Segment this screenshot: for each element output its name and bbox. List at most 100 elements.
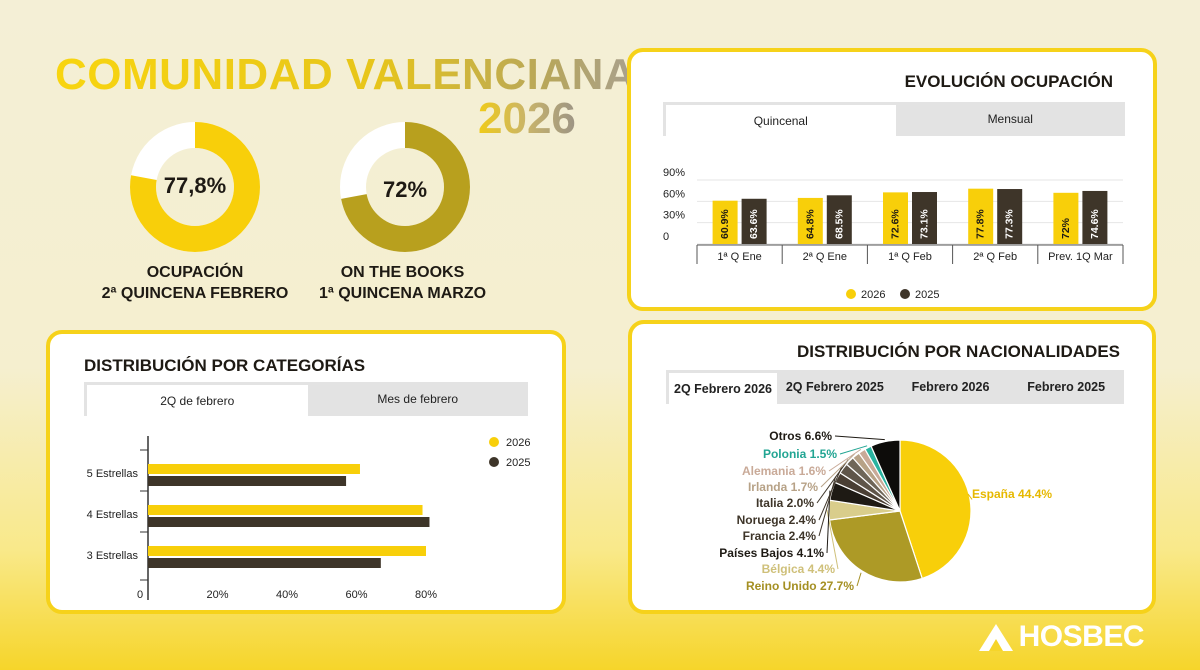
leader-line	[820, 453, 855, 488]
y-tick-label: 3 Estrellas	[87, 550, 139, 562]
x-tick-label: 1ª Q Feb	[888, 251, 932, 263]
slice-label: Otros 6.6%	[769, 429, 832, 443]
kpi-value-onthebooks: 72%	[382, 177, 428, 202]
pie-slice	[828, 510, 923, 583]
x-tick-label: 2ª Q Feb	[973, 251, 1017, 263]
tab-mes-febrero[interactable]: Mes de febrero	[377, 392, 459, 406]
data-label: 63.6%	[748, 209, 760, 239]
tab-febrero-2026[interactable]: Febrero 2026	[911, 380, 990, 394]
slice-label: Francia 2.4%	[743, 529, 817, 543]
leader-line	[856, 572, 862, 587]
bar-2025	[912, 192, 937, 244]
kpi-donut-arc	[130, 122, 260, 252]
bar-2026	[797, 197, 823, 244]
y-tick-label: 5 Estrellas	[87, 468, 139, 480]
bar-2025	[997, 189, 1023, 244]
leader-line	[967, 493, 973, 500]
bar-2025	[148, 517, 430, 527]
legend-label: 2026	[506, 437, 530, 449]
bar-2025	[741, 198, 767, 244]
categories-card: DISTRIBUCIÓN POR CATEGORÍAS 2Q de febrer…	[46, 330, 566, 614]
kpi-donut-onthebooks	[340, 122, 470, 252]
leader-line	[818, 467, 843, 521]
leader-line	[828, 448, 862, 472]
kpi-donut-arc	[340, 122, 470, 252]
slice-label: Italia 2.0%	[756, 496, 814, 510]
x-tick-label: 20%	[206, 589, 228, 601]
tab-febrero-2025[interactable]: Febrero 2025	[1027, 380, 1106, 394]
x-tick-label: 40%	[276, 589, 298, 601]
x-tick-label: 2ª Q Ene	[803, 251, 847, 263]
data-label: 77.3%	[1004, 209, 1016, 239]
tab-2q-febrero-2026[interactable]: 2Q Febrero 2026	[669, 373, 777, 404]
kpi-caption-line2: 1ª QUINCENA MARZO	[318, 285, 487, 302]
slice-label: Polonia 1.5%	[763, 447, 837, 461]
data-label: 60.9%	[719, 209, 731, 239]
data-label: 73.1%	[919, 209, 931, 239]
bar-2026	[712, 200, 738, 244]
bar-2025	[1082, 190, 1108, 244]
bar-2025	[826, 195, 852, 244]
nationalities-chart: España 44.4% Reino Unido 27.7% Bélgica 4.4…	[719, 429, 1052, 593]
data-label: 74.6%	[1089, 209, 1101, 239]
x-tick-label: 0	[137, 589, 143, 601]
occupancy-tabs: Quincenal Mensual	[663, 102, 1125, 136]
slice-label: España 44.4%	[972, 487, 1052, 501]
legend-marker-2025	[900, 289, 910, 299]
data-label: 72.6%	[890, 209, 902, 239]
tab-2q-febrero[interactable]: 2Q de febrero	[87, 385, 308, 416]
bar-2025	[148, 476, 347, 486]
kpi-value-occupancy: 77,8%	[163, 173, 227, 198]
tab-quincenal[interactable]: Quincenal	[666, 105, 896, 136]
leader-line	[826, 490, 831, 554]
legend-label: 2025	[506, 457, 530, 469]
kpi-caption-line1: OCUPACIÓN	[146, 264, 244, 281]
legend-label: 2025	[915, 289, 939, 301]
slice-label: Bélgica 4.4%	[762, 562, 836, 576]
slice-label: Noruega 2.4%	[737, 513, 817, 527]
bar-2026	[148, 546, 426, 556]
nationalities-card-title: DISTRIBUCIÓN POR NACIONALIDADES	[796, 342, 1120, 361]
tab-mensual[interactable]: Mensual	[987, 112, 1033, 126]
data-label: 72%	[1060, 217, 1072, 239]
mountain-logo-icon	[978, 624, 1013, 651]
kpi-caption-line2: 2ª QUINCENA FEBRERO	[101, 285, 289, 302]
slice-label: Países Bajos 4.1%	[719, 546, 824, 560]
leader-line	[834, 435, 885, 441]
kpi-caption-occupancy: OCUPACIÓN 2ª QUINCENA FEBRERO	[95, 262, 295, 304]
y-tick-label: 4 Estrellas	[87, 509, 139, 521]
hosbec-logo: HOSBEC	[977, 620, 1145, 654]
y-tick-label: 30%	[663, 210, 685, 222]
y-tick-label: 0	[663, 231, 669, 243]
categories-tabs: 2Q de febrero Mes de febrero	[84, 382, 528, 416]
brand-name: HOSBEC	[1018, 620, 1145, 653]
bar-2026	[883, 192, 908, 244]
y-tick-label: 60%	[663, 188, 685, 200]
legend-marker-2026	[489, 437, 499, 447]
pie-slice	[899, 439, 972, 580]
slice-label: Reino Unido 27.7%	[746, 579, 854, 593]
categories-chart: 0 20% 40% 60% 80% 5 Estrellas 4 Estrellas 3 Est…	[87, 436, 530, 601]
categories-card-title: DISTRIBUCIÓN POR CATEGORÍAS	[84, 356, 366, 375]
page-title-line1: COMUNIDAD VALENCIANA	[55, 50, 637, 99]
tab-2q-febrero-2025[interactable]: 2Q Febrero 2025	[785, 380, 884, 394]
bar-2026	[968, 188, 994, 244]
pie-slice	[870, 439, 901, 512]
nationalities-tabs: 2Q Febrero 2026 2Q Febrero 2025 Febrero …	[666, 370, 1124, 404]
legend-label: 2026	[861, 289, 885, 301]
y-tick-label: 90%	[663, 167, 685, 179]
data-label: 64.8%	[804, 209, 816, 239]
data-label: 68.5%	[833, 209, 845, 239]
page-title-line2: 2026	[478, 94, 576, 143]
bar-2025	[148, 558, 381, 568]
x-tick-label: Prev. 1Q Mar	[1048, 251, 1113, 263]
bar-2026	[148, 464, 360, 474]
nationalities-card: DISTRIBUCIÓN POR NACIONALIDADES 2Q Febre…	[628, 320, 1156, 614]
kpi-donut-occupancy	[130, 122, 260, 252]
kpi-caption-line1: ON THE BOOKS	[340, 264, 465, 281]
bar-2026	[1053, 192, 1079, 244]
legend-marker-2025	[489, 457, 499, 467]
slice-label: Alemania 1.6%	[742, 464, 826, 478]
occupancy-chart: 90% 60% 30% 0 1ª Q Ene 60.9% 63.6% 2ª Q Ene 64.8…	[663, 167, 1124, 301]
slice-label: Irlanda 1.7%	[748, 480, 818, 494]
